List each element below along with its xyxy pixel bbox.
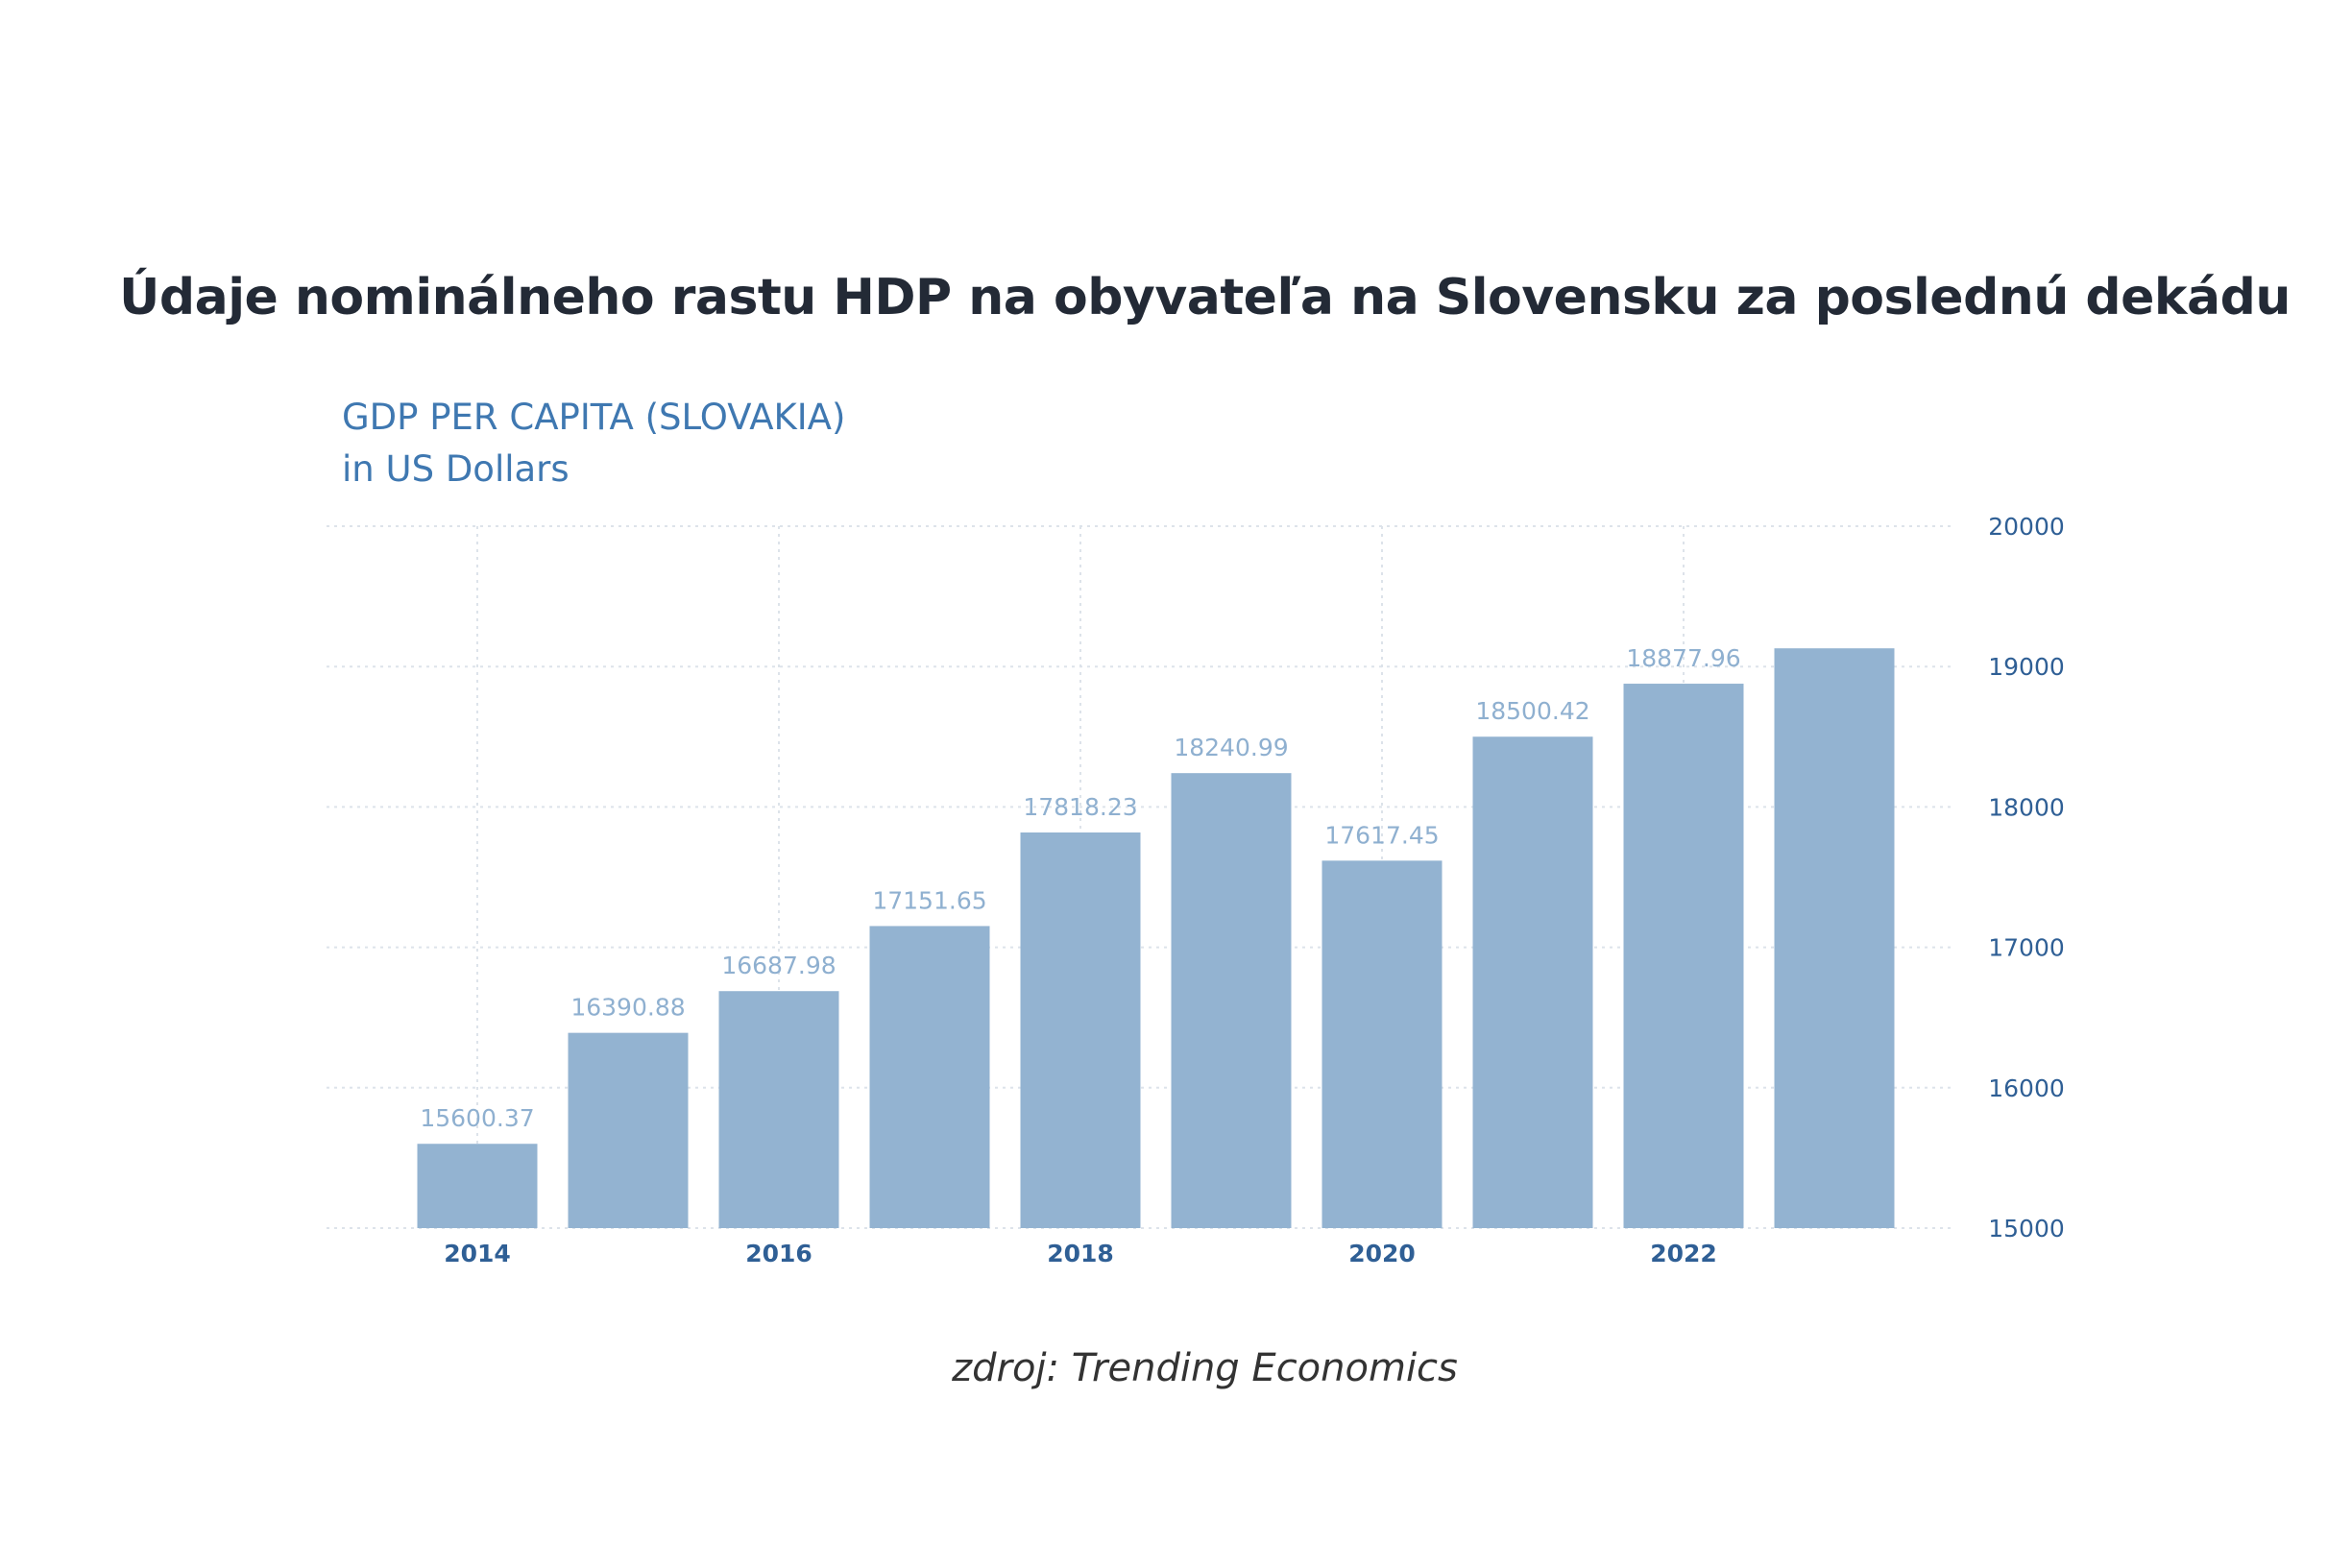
- chart-title: GDP PER CAPITA (SLOVAKIA): [342, 397, 846, 438]
- bar-2019: [1171, 773, 1292, 1228]
- bar-2020: [1321, 860, 1443, 1228]
- bar-2023: [1774, 648, 1895, 1228]
- data-label: 17617.45: [1324, 821, 1439, 849]
- x-tick-label: 2016: [745, 1240, 812, 1267]
- y-tick-label: 15000: [1988, 1215, 2065, 1242]
- bar-2017: [869, 926, 990, 1228]
- data-label: 18240.99: [1174, 734, 1288, 761]
- y-tick-label: 18000: [1988, 793, 2065, 821]
- bar-2021: [1472, 736, 1593, 1228]
- y-tick-label: 20000: [1988, 513, 2065, 541]
- chart-subtitle: in US Dollars: [342, 448, 570, 490]
- bar-2016: [718, 991, 839, 1228]
- x-tick-label: 2014: [444, 1240, 511, 1267]
- bar-2014: [417, 1144, 538, 1228]
- data-label: 18877.96: [1626, 644, 1740, 672]
- y-tick-label: 16000: [1988, 1074, 2065, 1102]
- page-title: Údaje nominálneho rastu HDP na obyvateľa…: [119, 269, 2291, 326]
- x-tick-label: 2022: [1650, 1240, 1717, 1267]
- data-label: 17151.65: [872, 886, 986, 914]
- source-note: zdroj: Trending Economics: [952, 1346, 1458, 1390]
- y-tick-label: 19000: [1988, 653, 2065, 681]
- data-label: 16390.88: [570, 994, 685, 1022]
- data-label: 15600.37: [420, 1104, 534, 1132]
- y-tick-label: 17000: [1988, 934, 2065, 962]
- data-label: 16687.98: [721, 952, 836, 979]
- x-tick-label: 2020: [1348, 1240, 1416, 1267]
- x-tick-label: 2018: [1047, 1240, 1114, 1267]
- bar-2015: [568, 1032, 689, 1228]
- data-label: 17818.23: [1023, 793, 1137, 821]
- data-label: 18500.42: [1475, 697, 1589, 725]
- chart-title-block: GDP PER CAPITA (SLOVAKIA) in US Dollars: [342, 392, 845, 495]
- bar-2018: [1020, 832, 1141, 1228]
- bar-2022: [1623, 684, 1744, 1228]
